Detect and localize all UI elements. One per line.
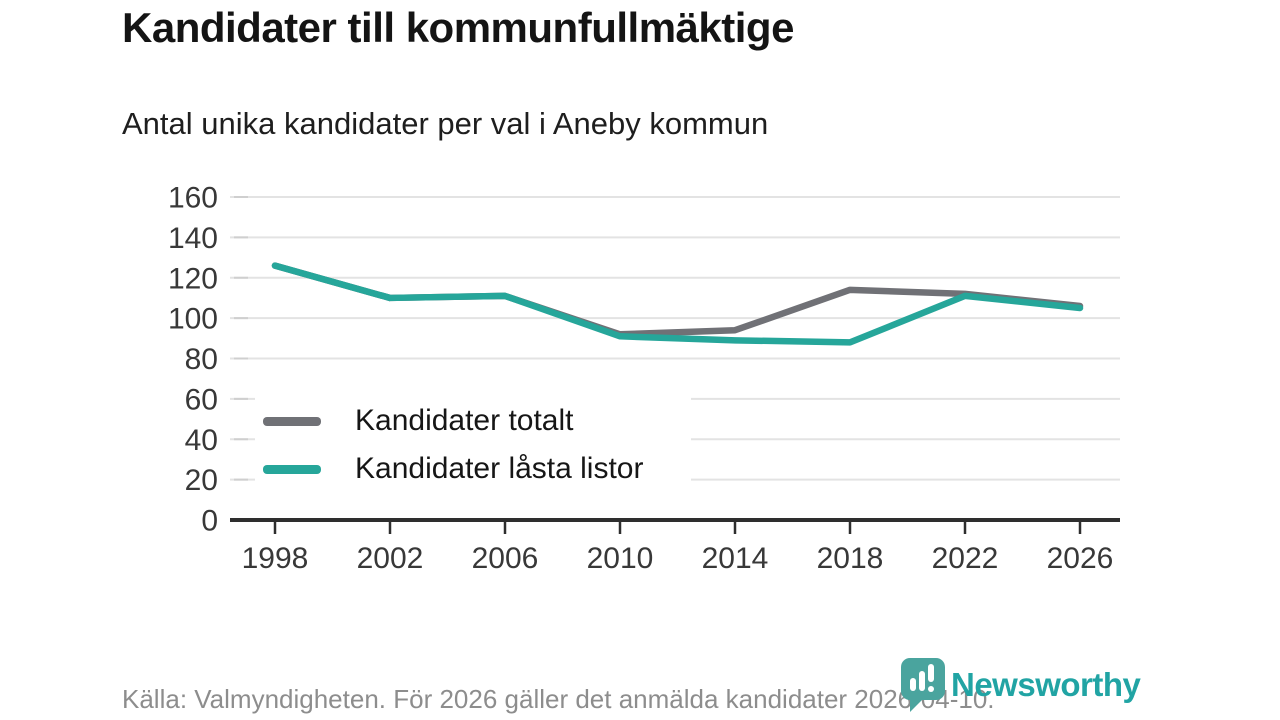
legend-swatch-teal: [263, 464, 321, 474]
svg-text:2026: 2026: [1047, 542, 1114, 575]
legend-label-totalt: Kandidater totalt: [355, 404, 574, 437]
svg-text:60: 60: [185, 383, 218, 416]
svg-text:120: 120: [168, 262, 218, 295]
page-title: Kandidater till kommunfullmäktige: [122, 4, 794, 51]
newsworthy-logo-icon: [901, 658, 945, 712]
svg-text:2002: 2002: [357, 542, 424, 575]
svg-text:40: 40: [185, 424, 218, 457]
svg-text:20: 20: [185, 464, 218, 497]
svg-text:2006: 2006: [472, 542, 539, 575]
legend-item-kandidater-lasta-listor: Kandidater låsta listor: [263, 452, 691, 486]
svg-text:2018: 2018: [817, 542, 884, 575]
svg-text:1998: 1998: [242, 542, 309, 575]
newsworthy-logo: Newsworthy: [901, 658, 1141, 712]
svg-text:140: 140: [168, 222, 218, 255]
legend-item-kandidater-totalt: Kandidater totalt: [263, 404, 691, 438]
legend-swatch-gray: [263, 416, 321, 426]
legend-label-lasta-listor: Kandidater låsta listor: [355, 452, 644, 485]
svg-text:2022: 2022: [932, 542, 999, 575]
svg-text:100: 100: [168, 303, 218, 336]
source-note: Källa: Valmyndigheten. För 2026 gäller d…: [122, 684, 995, 714]
svg-text:160: 160: [168, 182, 218, 215]
svg-text:2014: 2014: [702, 542, 769, 575]
svg-text:0: 0: [201, 505, 218, 538]
chart-subtitle: Antal unika kandidater per val i Aneby k…: [122, 106, 769, 141]
newsworthy-wordmark: Newsworthy: [951, 666, 1141, 703]
svg-text:2010: 2010: [587, 542, 654, 575]
svg-text:80: 80: [185, 343, 218, 376]
chart-legend: Kandidater totalt Kandidater låsta listo…: [255, 397, 691, 493]
